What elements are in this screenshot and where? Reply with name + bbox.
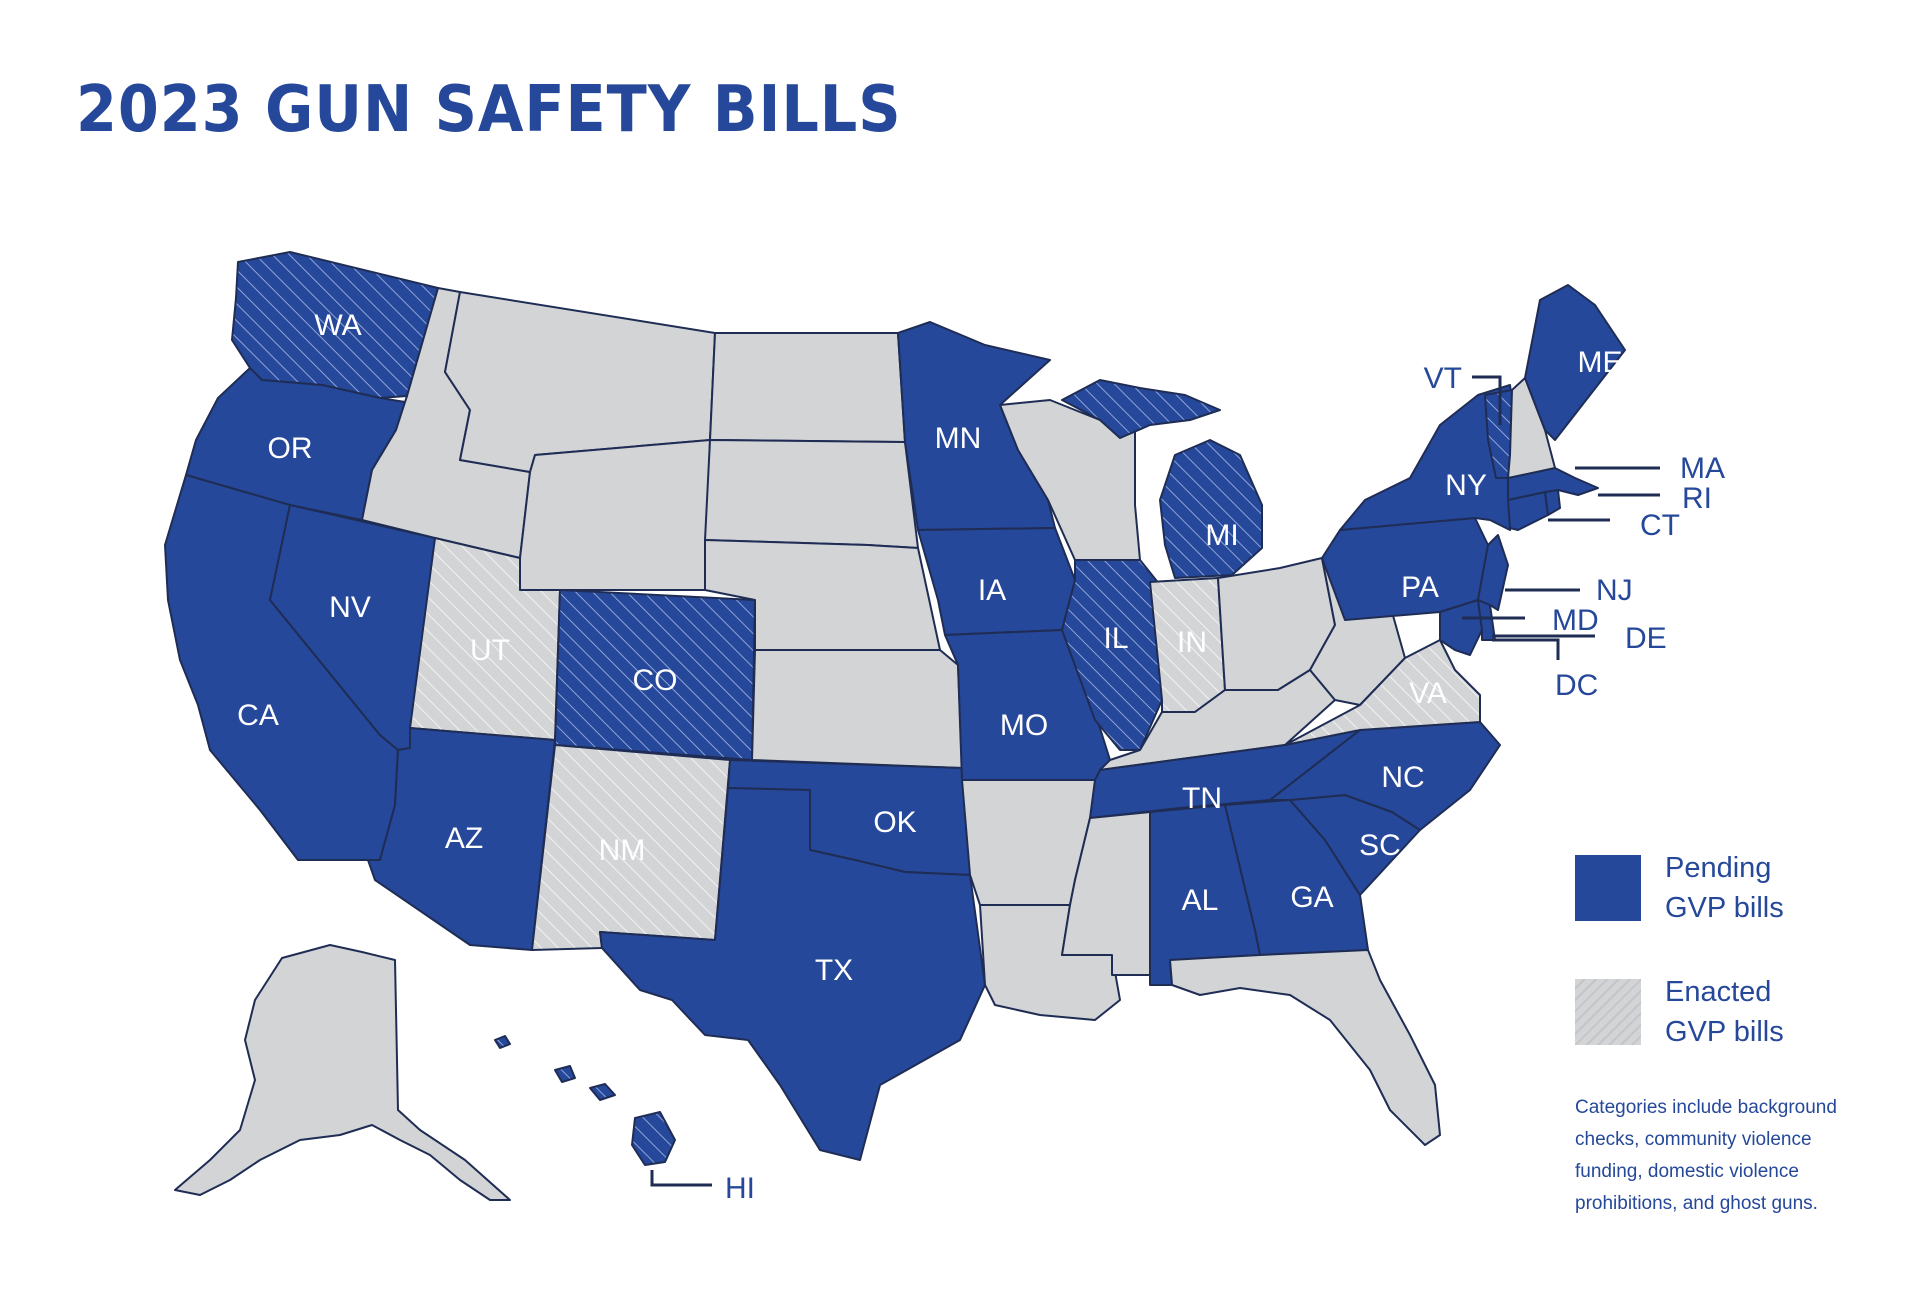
state-il bbox=[1061, 559, 1163, 751]
label-nv: NV bbox=[329, 591, 371, 624]
state-hi-big bbox=[631, 1111, 676, 1166]
legend-item-pending: Pending GVP bills bbox=[1575, 848, 1895, 928]
label-il: IL bbox=[1103, 622, 1128, 655]
label-ia: IA bbox=[978, 574, 1006, 607]
legend-item-enacted: Enacted GVP bills bbox=[1575, 972, 1895, 1052]
label-ga: GA bbox=[1290, 881, 1333, 914]
label-co: CO bbox=[633, 664, 678, 697]
state-ks bbox=[751, 649, 963, 769]
page-title: 2023 GUN SAFETY BILLS bbox=[76, 73, 902, 147]
label-ut: UT bbox=[470, 634, 510, 667]
state-me bbox=[1524, 284, 1626, 441]
label-mi: MI bbox=[1205, 519, 1238, 552]
label-va: VA bbox=[1409, 677, 1447, 710]
state-hi-maui bbox=[589, 1083, 616, 1101]
label-ca: CA bbox=[237, 699, 279, 732]
label-dc: DC bbox=[1555, 669, 1598, 702]
state-wy bbox=[519, 439, 711, 591]
state-hi-oahu bbox=[554, 1065, 576, 1083]
state-ma bbox=[1507, 467, 1599, 501]
state-nd bbox=[709, 332, 906, 443]
state-mi-upper bbox=[1061, 379, 1221, 439]
state-wi bbox=[999, 399, 1141, 561]
label-in: IN bbox=[1177, 626, 1207, 659]
label-or: OR bbox=[268, 432, 313, 465]
legend-label-pending: Pending GVP bills bbox=[1665, 852, 1784, 924]
legend: Pending GVP bills Enacted GVP bills bbox=[1575, 848, 1895, 1096]
label-sc: SC bbox=[1359, 829, 1401, 862]
state-ri bbox=[1544, 489, 1561, 516]
label-ny: NY bbox=[1445, 469, 1487, 502]
label-me: ME bbox=[1578, 346, 1623, 379]
label-nm: NM bbox=[599, 834, 646, 867]
legend-label-enacted: Enacted GVP bills bbox=[1665, 976, 1784, 1048]
label-al: AL bbox=[1182, 884, 1219, 917]
legend-swatch-enacted bbox=[1575, 979, 1641, 1045]
label-pa: PA bbox=[1401, 571, 1439, 604]
label-ri: RI bbox=[1682, 482, 1712, 515]
label-de: DE bbox=[1625, 622, 1667, 655]
label-mo: MO bbox=[1000, 709, 1048, 742]
label-ct: CT bbox=[1640, 509, 1680, 542]
label-nc: NC bbox=[1381, 761, 1424, 794]
legend-swatch-pending bbox=[1575, 855, 1641, 921]
label-ok: OK bbox=[873, 806, 916, 839]
state-mi-lower bbox=[1159, 439, 1263, 579]
state-sd bbox=[704, 439, 919, 549]
state-fl bbox=[1169, 949, 1441, 1146]
label-hi: HI bbox=[725, 1172, 755, 1205]
state-tx bbox=[599, 787, 986, 1161]
label-md: MD bbox=[1552, 604, 1599, 637]
state-hi-niihau bbox=[494, 1035, 511, 1049]
label-tx: TX bbox=[815, 954, 853, 987]
label-mn: MN bbox=[935, 422, 982, 455]
label-az: AZ bbox=[445, 822, 483, 855]
label-tn: TN bbox=[1182, 782, 1222, 815]
label-ma: MA bbox=[1680, 452, 1725, 485]
label-nj: NJ bbox=[1596, 574, 1633, 607]
label-wa: WA bbox=[314, 309, 361, 342]
state-nj bbox=[1477, 534, 1509, 611]
state-va bbox=[1284, 639, 1481, 746]
footnote: Categories include background checks, co… bbox=[1575, 1097, 1837, 1214]
state-ak bbox=[174, 944, 511, 1201]
label-vt: VT bbox=[1424, 362, 1462, 395]
